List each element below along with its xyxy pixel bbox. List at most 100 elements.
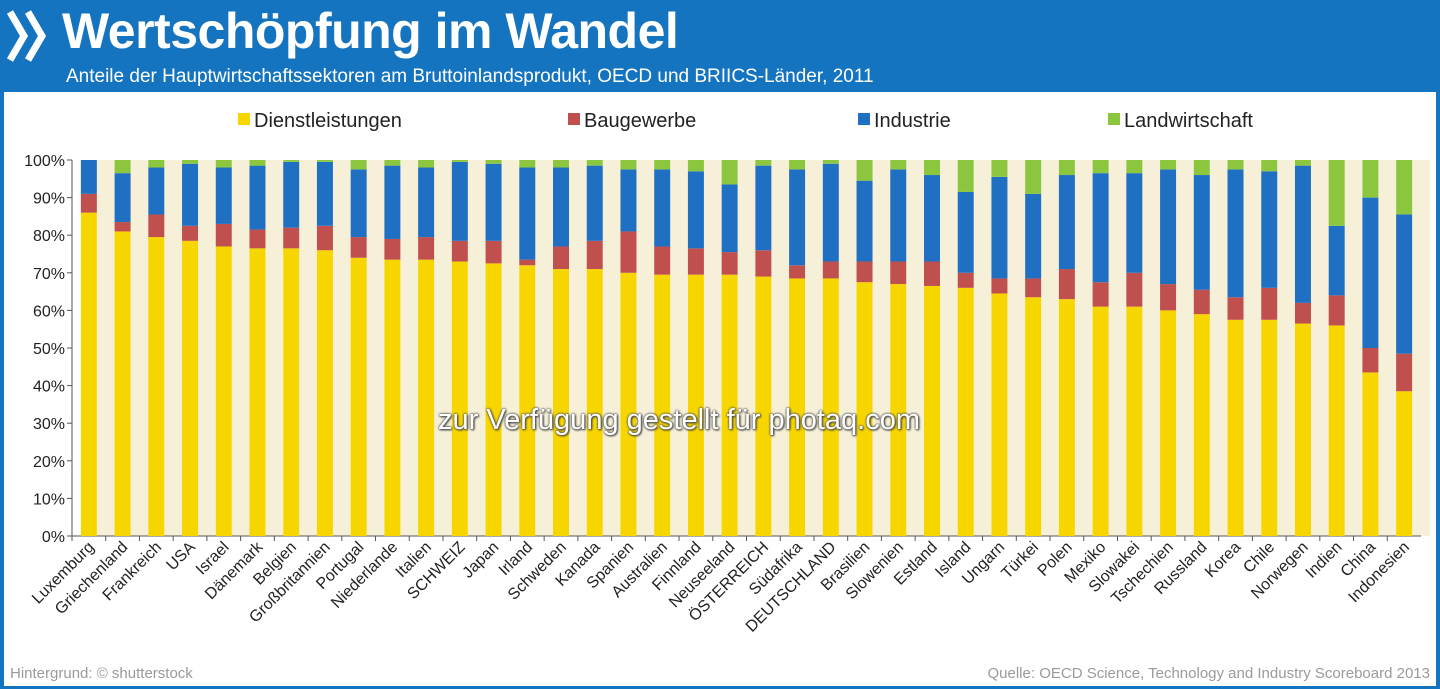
bar-segment-baugewerbe [789, 265, 806, 279]
legend-label-baugewerbe: Baugewerbe [584, 110, 696, 132]
bar-segment-dienstleistungen [856, 282, 873, 536]
bar-segment-dienstleistungen [350, 257, 367, 536]
background-stripe [332, 160, 351, 536]
bar-segment-dienstleistungen [923, 285, 940, 536]
background-stripe [906, 160, 924, 536]
bar-segment-baugewerbe [215, 223, 232, 247]
bar-segment-landwirtschaft [1294, 160, 1311, 166]
bar-segment-industrie [316, 161, 333, 226]
bar-segment-landwirtschaft [1362, 160, 1379, 198]
bar-segment-industrie [1025, 193, 1042, 279]
bar-segment-baugewerbe [856, 261, 873, 283]
background-stripe [501, 160, 520, 536]
background-stripe [265, 160, 284, 536]
bar-segment-baugewerbe [1092, 282, 1109, 307]
bar-segment-industrie [923, 175, 940, 262]
frame-bottom-border [0, 686, 1440, 689]
background-stripe [1378, 160, 1397, 536]
bar-segment-industrie [418, 167, 435, 238]
bar-segment-baugewerbe [80, 193, 97, 213]
bar-segment-industrie [1092, 173, 1109, 283]
bar-segment-landwirtschaft [1126, 160, 1143, 174]
bar-segment-landwirtschaft [654, 160, 671, 170]
source-note: Quelle: OECD Science, Technology and Ind… [987, 665, 1431, 682]
background-stripe [1108, 160, 1127, 536]
bar-segment-landwirtschaft [923, 160, 940, 176]
bar-segment-dienstleistungen [687, 274, 704, 536]
bar-segment-dienstleistungen [451, 261, 468, 536]
background-stripe [602, 160, 621, 536]
bar-segment-landwirtschaft [1261, 160, 1278, 172]
legend-swatch-dienstleistungen [238, 113, 250, 125]
bar-segment-baugewerbe [553, 246, 570, 270]
bar-segment-industrie [1261, 171, 1278, 288]
bar-segment-dienstleistungen [148, 237, 165, 536]
bar-segment-industrie [148, 167, 165, 215]
legend-label-industrie: Industrie [874, 110, 951, 132]
legend-label-landwirtschaft: Landwirtschaft [1124, 110, 1253, 132]
bar-segment-baugewerbe [1396, 353, 1413, 392]
x-tick-label: Türkei [999, 539, 1042, 582]
bar-segment-landwirtschaft [114, 160, 131, 174]
bar-segment-dienstleistungen [1227, 319, 1244, 536]
background-stripe [1310, 160, 1329, 536]
bar-segment-dienstleistungen [1396, 391, 1413, 536]
background-stripe [130, 160, 149, 536]
bar-segment-baugewerbe [249, 229, 266, 249]
header-banner: Wertschöpfung im Wandel Anteile der Haup… [0, 0, 1440, 92]
bar-segment-landwirtschaft [1025, 160, 1042, 194]
bar-segment-dienstleistungen [822, 278, 839, 536]
bar-segment-baugewerbe [350, 237, 367, 258]
bar-segment-baugewerbe [957, 272, 974, 288]
bar-segment-landwirtschaft [350, 160, 367, 170]
bar-segment-dienstleistungen [1160, 310, 1177, 536]
frame-left-border [0, 92, 4, 689]
bar-segment-baugewerbe [687, 248, 704, 275]
bar-segment-baugewerbe [1261, 287, 1278, 320]
bar-segment-baugewerbe [418, 237, 435, 260]
legend-swatch-baugewerbe [568, 113, 580, 125]
bar-segment-baugewerbe [384, 238, 401, 260]
bar-segment-industrie [822, 163, 839, 262]
bar-segment-landwirtschaft [553, 160, 570, 168]
bar-segment-landwirtschaft [890, 160, 907, 170]
bar-segment-industrie [1227, 169, 1244, 298]
background-stripe [1142, 160, 1161, 536]
bar-segment-dienstleistungen [249, 248, 266, 537]
bar-segment-industrie [687, 171, 704, 249]
background-stripe [805, 160, 823, 536]
background-stripe [96, 160, 115, 536]
x-tick-label: Indien [1303, 539, 1346, 582]
bar-segment-industrie [553, 167, 570, 247]
bar-segment-dienstleistungen [114, 231, 131, 536]
bar-segment-landwirtschaft [1092, 160, 1109, 174]
bar-segment-industrie [384, 165, 401, 239]
y-tick-label: 70% [33, 266, 65, 283]
stacked-bar-chart: 0%10%20%30%40%50%60%70%80%90%100%Luxembu… [24, 110, 1430, 636]
bar-segment-landwirtschaft [721, 160, 738, 185]
bar-segment-dienstleistungen [1126, 306, 1143, 536]
bar-segment-industrie [1396, 214, 1413, 354]
bar-segment-landwirtschaft [451, 160, 468, 162]
bar-segment-industrie [654, 169, 671, 247]
bar-segment-baugewerbe [485, 240, 502, 264]
bar-segment-baugewerbe [1058, 269, 1075, 300]
bar-segment-dienstleistungen [215, 246, 232, 537]
bar-segment-dienstleistungen [1193, 314, 1210, 536]
bar-segment-dienstleistungen [384, 259, 401, 536]
bar-segment-industrie [249, 165, 266, 230]
bar-segment-industrie [1160, 169, 1177, 285]
bar-segment-baugewerbe [283, 227, 300, 249]
y-tick-label: 0% [42, 529, 65, 546]
bar-segment-dienstleistungen [1261, 319, 1278, 536]
bar-segment-baugewerbe [620, 231, 637, 273]
bar-segment-landwirtschaft [856, 160, 873, 181]
bar-segment-dienstleistungen [586, 269, 603, 536]
bar-segment-dienstleistungen [789, 278, 806, 536]
bar-segment-industrie [755, 165, 772, 251]
background-stripe [1277, 160, 1295, 536]
y-tick-label: 10% [33, 491, 65, 508]
bar-segment-dienstleistungen [283, 248, 300, 537]
background-stripe [164, 160, 183, 536]
bar-segment-baugewerbe [1160, 284, 1177, 311]
